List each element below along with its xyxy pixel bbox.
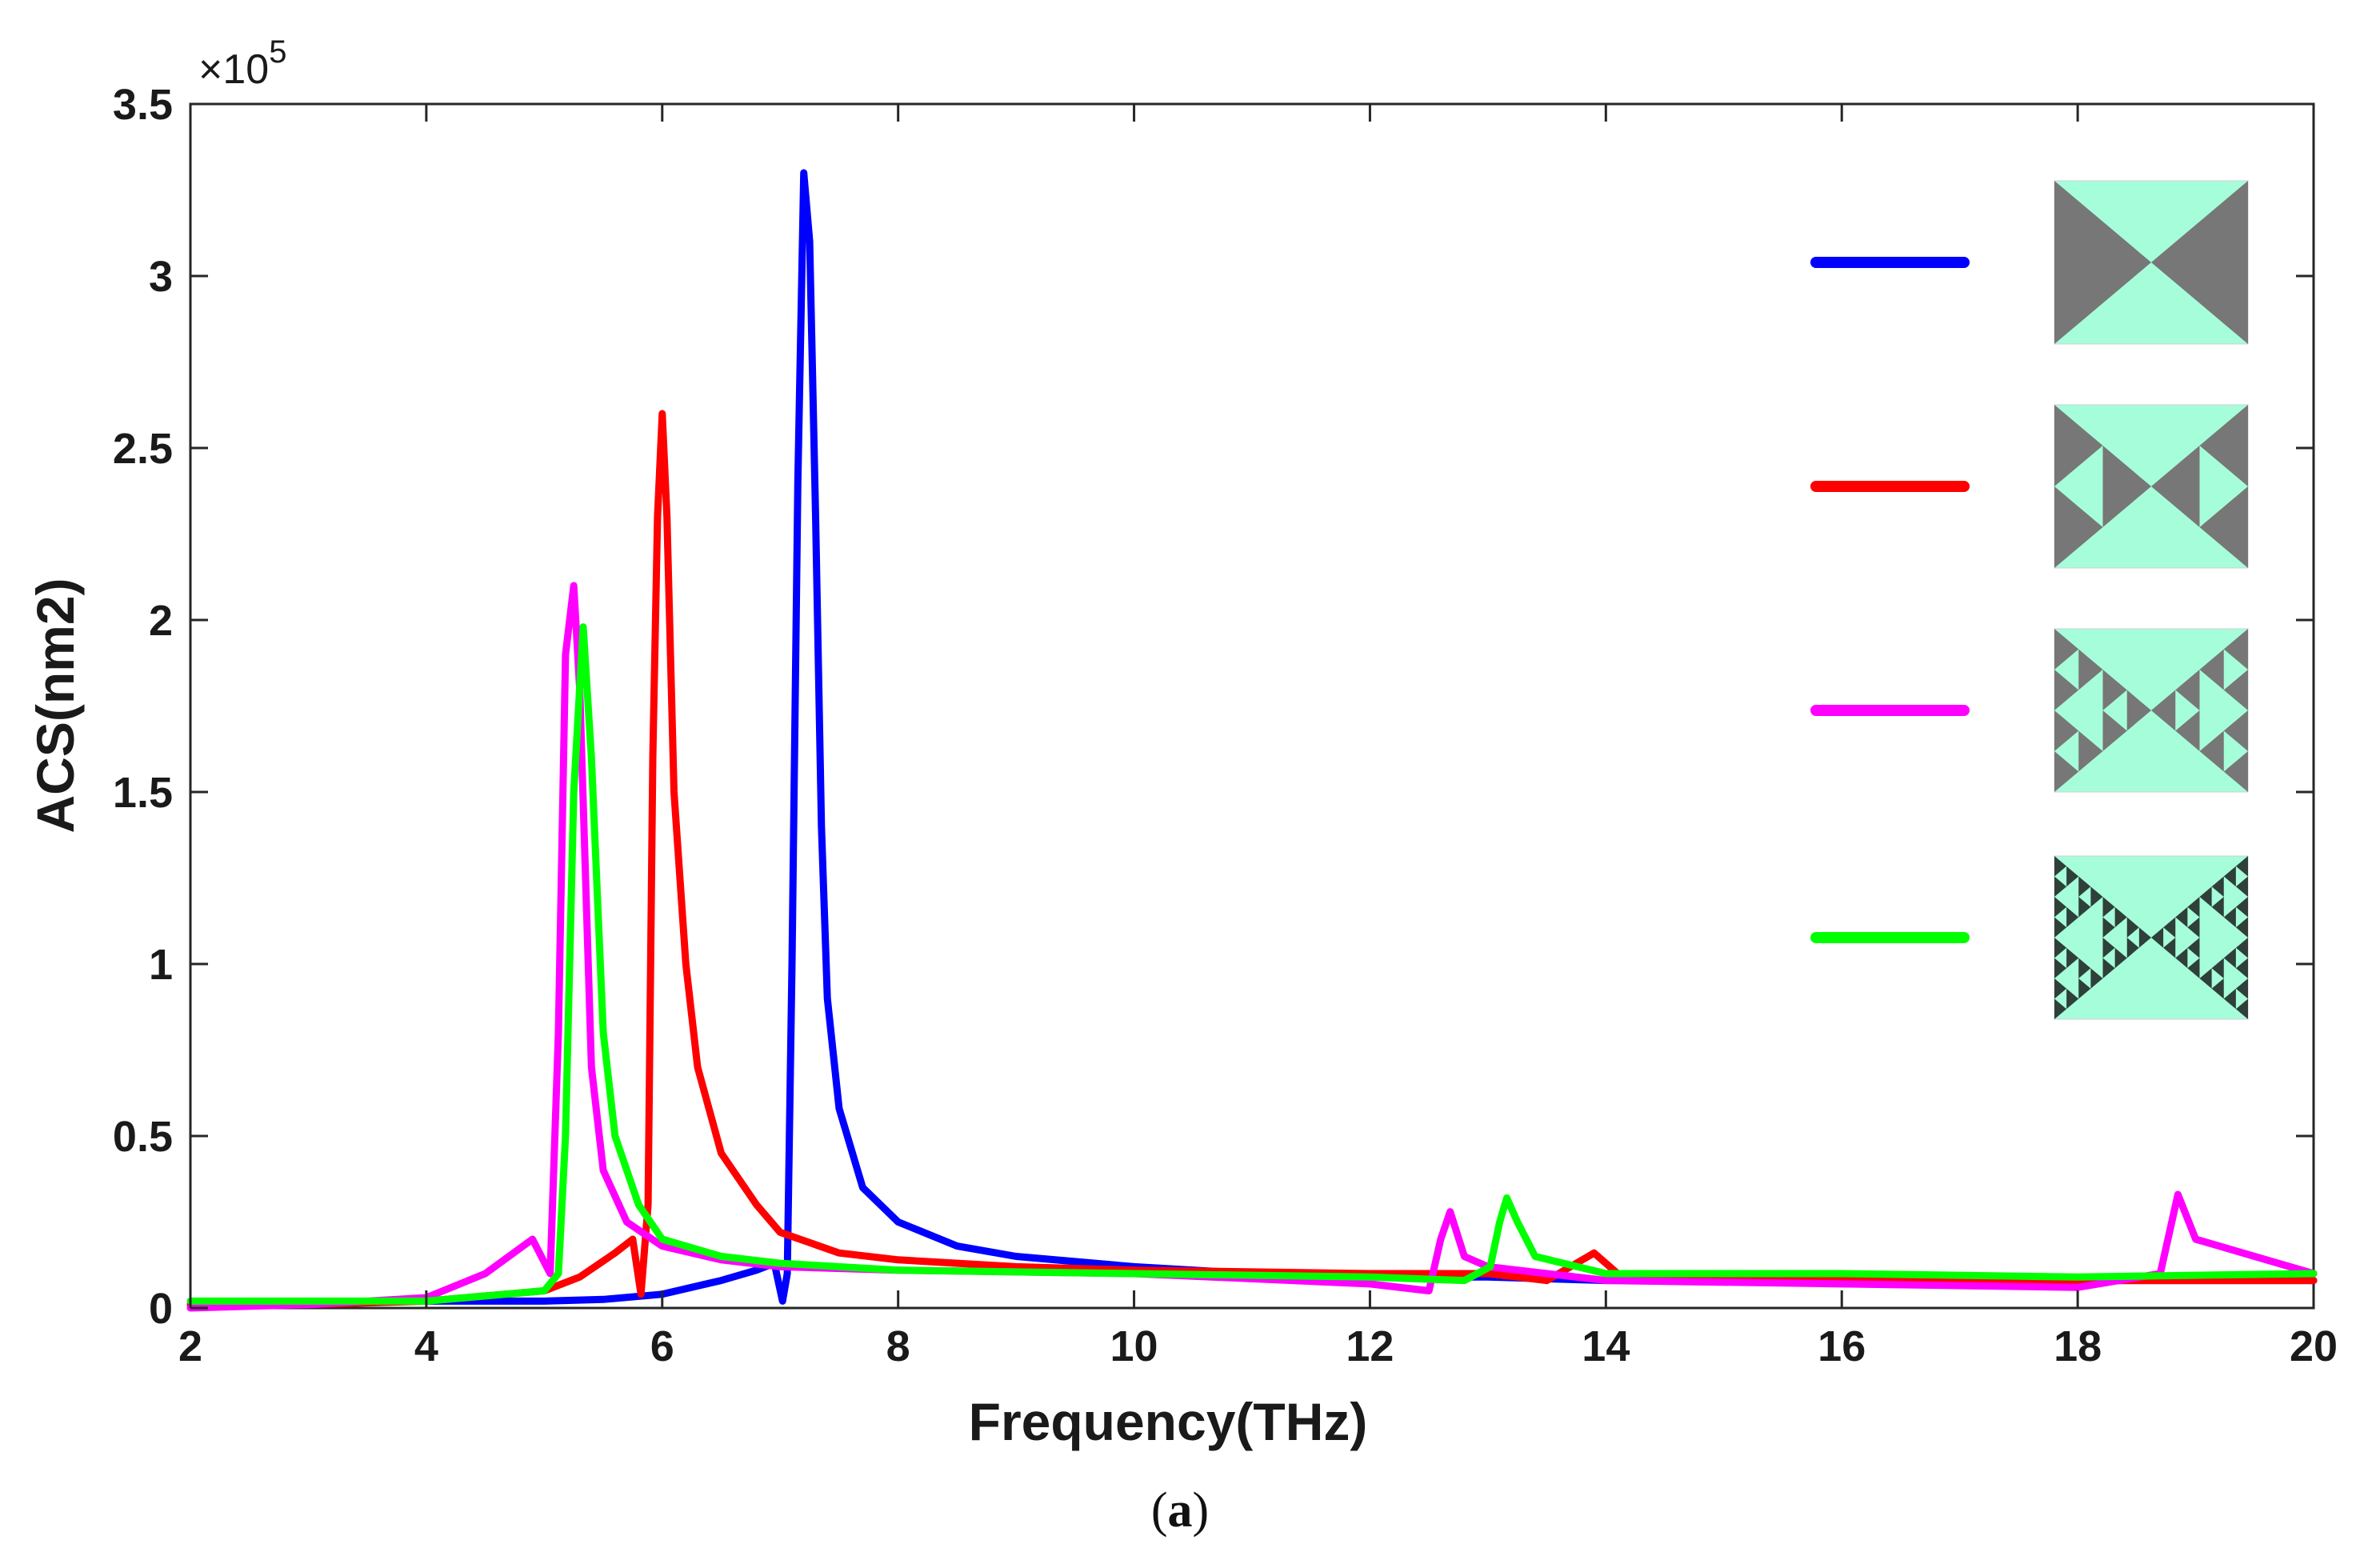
x-tick-label: 16 [1818, 1322, 1866, 1370]
plot-area [189, 102, 2315, 1310]
x-axis-title: Frequency(THz) [969, 1392, 1368, 1451]
x-tick-label: 4 [414, 1322, 438, 1370]
y-tick-label: 1.5 [113, 769, 173, 817]
x-tick-label: 2 [178, 1322, 202, 1370]
y-tick-label: 0 [149, 1285, 173, 1333]
legend [1810, 180, 2249, 1020]
x-tick-label: 12 [1346, 1322, 1394, 1370]
y-tick-label: 3.5 [113, 81, 173, 129]
y-tick-label: 2 [149, 597, 173, 645]
legend-entry-iteration-0 [1810, 180, 2249, 345]
x-tick-label: 6 [650, 1322, 674, 1370]
y-tick-label: 3 [149, 253, 173, 301]
legend-entry-iteration-2 [1810, 628, 2249, 793]
x-tick-label: 20 [2290, 1322, 2338, 1370]
plot-frame [189, 102, 2315, 1310]
series-line-iteration-3 [186, 623, 2318, 1305]
y-axis-multiplier-base: ×10 [198, 46, 269, 93]
ticks-layer: 2 4 6 8 10 12 14 16 18 20 0 0.5 1 1.5 2 2.5 3 3.5 [113, 81, 2338, 1370]
y-axis-multiplier: ×105 [198, 34, 286, 93]
x-tick-label: 10 [1110, 1322, 1158, 1370]
bowtie-iteration-3-icon [2054, 855, 2249, 1020]
x-tick-label: 8 [886, 1322, 910, 1370]
bowtie-iteration-0-icon [2054, 180, 2249, 345]
y-tick-label: 1 [149, 941, 173, 989]
series-line-iteration-1 [186, 410, 2318, 1309]
figure-caption: (a) [1151, 1483, 1209, 1538]
bowtie-iteration-1-icon [2054, 404, 2249, 569]
legend-entry-iteration-1 [1810, 404, 2249, 569]
y-tick-label: 0.5 [113, 1113, 173, 1161]
bowtie-iteration-2-icon [2054, 628, 2249, 793]
y-axis-multiplier-exponent: 5 [269, 34, 286, 70]
y-axis-title: ACS(nm2) [26, 578, 85, 833]
legend-entry-iteration-3 [1810, 855, 2249, 1020]
x-tick-label: 18 [2054, 1322, 2102, 1370]
x-tick-label: 14 [1582, 1322, 1630, 1370]
figure-caption-letter: a [1168, 1483, 1193, 1538]
y-tick-label: 2.5 [113, 425, 173, 473]
